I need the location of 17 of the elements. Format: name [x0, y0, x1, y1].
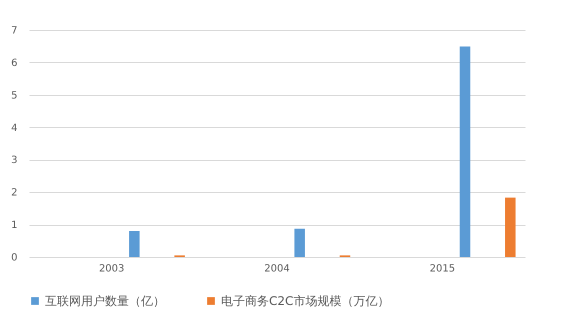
bar: [460, 46, 470, 257]
y-tick-label: 3: [11, 155, 18, 166]
bar: [129, 231, 140, 257]
y-tick-label: 4: [11, 122, 18, 134]
bar: [505, 198, 516, 257]
x-tick-label: 2015: [430, 264, 456, 274]
y-tick-label: 2: [11, 188, 18, 199]
y-tick-label: 5: [11, 90, 18, 102]
x-tick-label: 2004: [264, 264, 290, 274]
legend-label: 互联网用户数量（亿）: [45, 294, 165, 308]
y-tick-label: 1: [11, 220, 18, 232]
x-tick-label: 2003: [98, 264, 124, 274]
y-tick-label: 6: [11, 58, 18, 69]
y-tick-label: 0: [11, 252, 18, 264]
y-tick-label: 7: [11, 26, 18, 36]
legend-label: 电子商务C2C市场规模（万亿）: [221, 294, 390, 308]
bar: [294, 228, 305, 257]
